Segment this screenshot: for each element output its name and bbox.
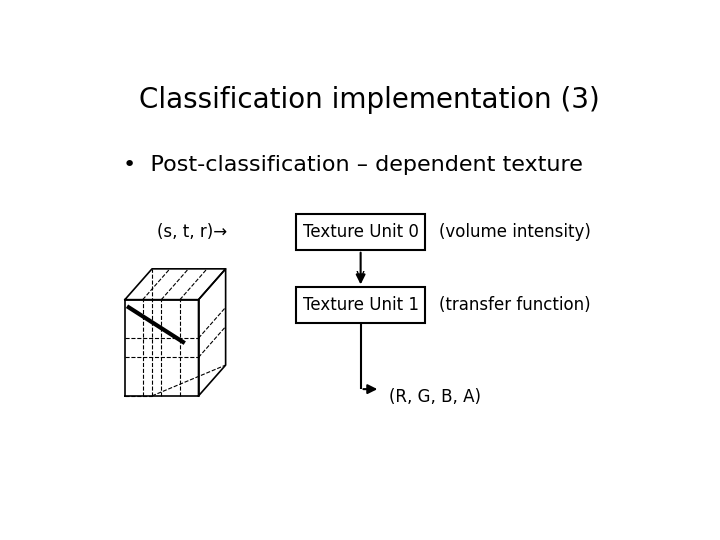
Text: v: v (356, 268, 364, 283)
Text: (transfer function): (transfer function) (438, 296, 590, 314)
Bar (297, 287, 425, 322)
Text: Texture Unit 0: Texture Unit 0 (302, 223, 418, 241)
Text: (volume intensity): (volume intensity) (438, 223, 590, 241)
Bar (297, 214, 425, 250)
Text: Texture Unit 1: Texture Unit 1 (302, 296, 418, 314)
Text: (s, t, r)→: (s, t, r)→ (156, 223, 227, 241)
Text: Classification implementation (3): Classification implementation (3) (139, 85, 599, 113)
Text: (R, G, B, A): (R, G, B, A) (389, 388, 480, 407)
Text: •  Post-classification – dependent texture: • Post-classification – dependent textur… (124, 154, 583, 174)
